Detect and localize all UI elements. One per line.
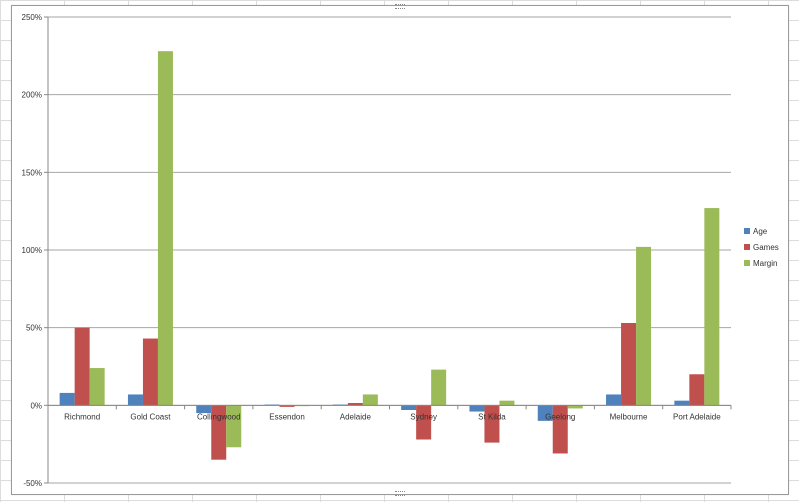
bar-margin-melbourne[interactable]	[636, 246, 652, 406]
resize-handle-bottom[interactable]	[395, 491, 405, 496]
y-tick-label: 100%	[22, 246, 42, 255]
bars	[59, 51, 720, 460]
category-label: Port Adelaide	[673, 412, 721, 421]
legend-item-age[interactable]: Age	[744, 227, 768, 236]
category-label: Richmond	[64, 412, 100, 421]
bar-games-melbourne[interactable]	[621, 323, 637, 406]
y-tick-label: 200%	[22, 91, 42, 100]
y-tick-label: -50%	[23, 479, 42, 488]
bar-margin-richmond[interactable]	[89, 368, 105, 406]
x-axis-categories: Richmond Gold Coast Collingwood Essendon Ade…	[47, 405, 732, 421]
legend-swatch	[744, 260, 750, 266]
bar-margin-st-kilda[interactable]	[499, 400, 515, 406]
bar-games-sydney[interactable]	[416, 405, 432, 440]
legend-label: Margin	[753, 259, 777, 268]
bar-age-sydney[interactable]	[401, 405, 417, 410]
bar-age-gold-coast[interactable]	[127, 394, 143, 406]
bar-margin-geelong[interactable]	[567, 405, 583, 409]
bar-age-st-kilda[interactable]	[469, 405, 485, 412]
bar-games-richmond[interactable]	[74, 327, 90, 406]
bar-games-st-kilda[interactable]	[484, 405, 500, 443]
category-label: St Kilda	[478, 412, 506, 421]
bar-margin-port-adelaide[interactable]	[704, 208, 720, 406]
category-label: Essendon	[269, 412, 305, 421]
category-label: Adelaide	[340, 412, 372, 421]
bar-margin-gold-coast[interactable]	[157, 51, 173, 406]
resize-handle-top[interactable]	[395, 4, 405, 9]
category-label: Collingwood	[197, 412, 241, 421]
bar-age-melbourne[interactable]	[606, 394, 622, 406]
legend: Age Games Margin	[744, 227, 779, 268]
y-tick-label: 50%	[26, 324, 42, 333]
y-axis-ticks: -50% 0% 50% 100% 150% 200% 250%	[22, 13, 49, 488]
legend-swatch	[744, 228, 750, 234]
bar-games-gold-coast[interactable]	[142, 338, 158, 406]
legend-label: Games	[753, 243, 779, 252]
bar-games-collingwood[interactable]	[211, 405, 227, 460]
bar-age-collingwood[interactable]	[196, 405, 212, 414]
bar-margin-collingwood[interactable]	[226, 405, 242, 448]
legend-label: Age	[753, 227, 768, 236]
category-label: Gold Coast	[130, 412, 171, 421]
bar-age-port-adelaide[interactable]	[674, 400, 690, 406]
bar-games-essendon[interactable]	[279, 405, 295, 407]
legend-swatch	[744, 244, 750, 250]
bar-games-geelong[interactable]	[552, 405, 568, 454]
bar-margin-adelaide[interactable]	[362, 394, 378, 406]
legend-item-margin[interactable]: Margin	[744, 259, 777, 268]
bar-margin-sydney[interactable]	[431, 369, 447, 406]
bar-age-geelong[interactable]	[537, 405, 553, 421]
category-label: Sydney	[410, 412, 437, 421]
y-tick-label: 250%	[22, 13, 42, 22]
bar-games-port-adelaide[interactable]	[689, 374, 705, 406]
category-label: Geelong	[545, 412, 575, 421]
legend-item-games[interactable]: Games	[744, 243, 779, 252]
category-label: Melbourne	[610, 412, 648, 421]
y-tick-label: 150%	[22, 168, 42, 177]
y-tick-label: 0%	[30, 401, 42, 410]
bar-age-richmond[interactable]	[59, 392, 75, 406]
bar-games-adelaide[interactable]	[347, 403, 363, 406]
